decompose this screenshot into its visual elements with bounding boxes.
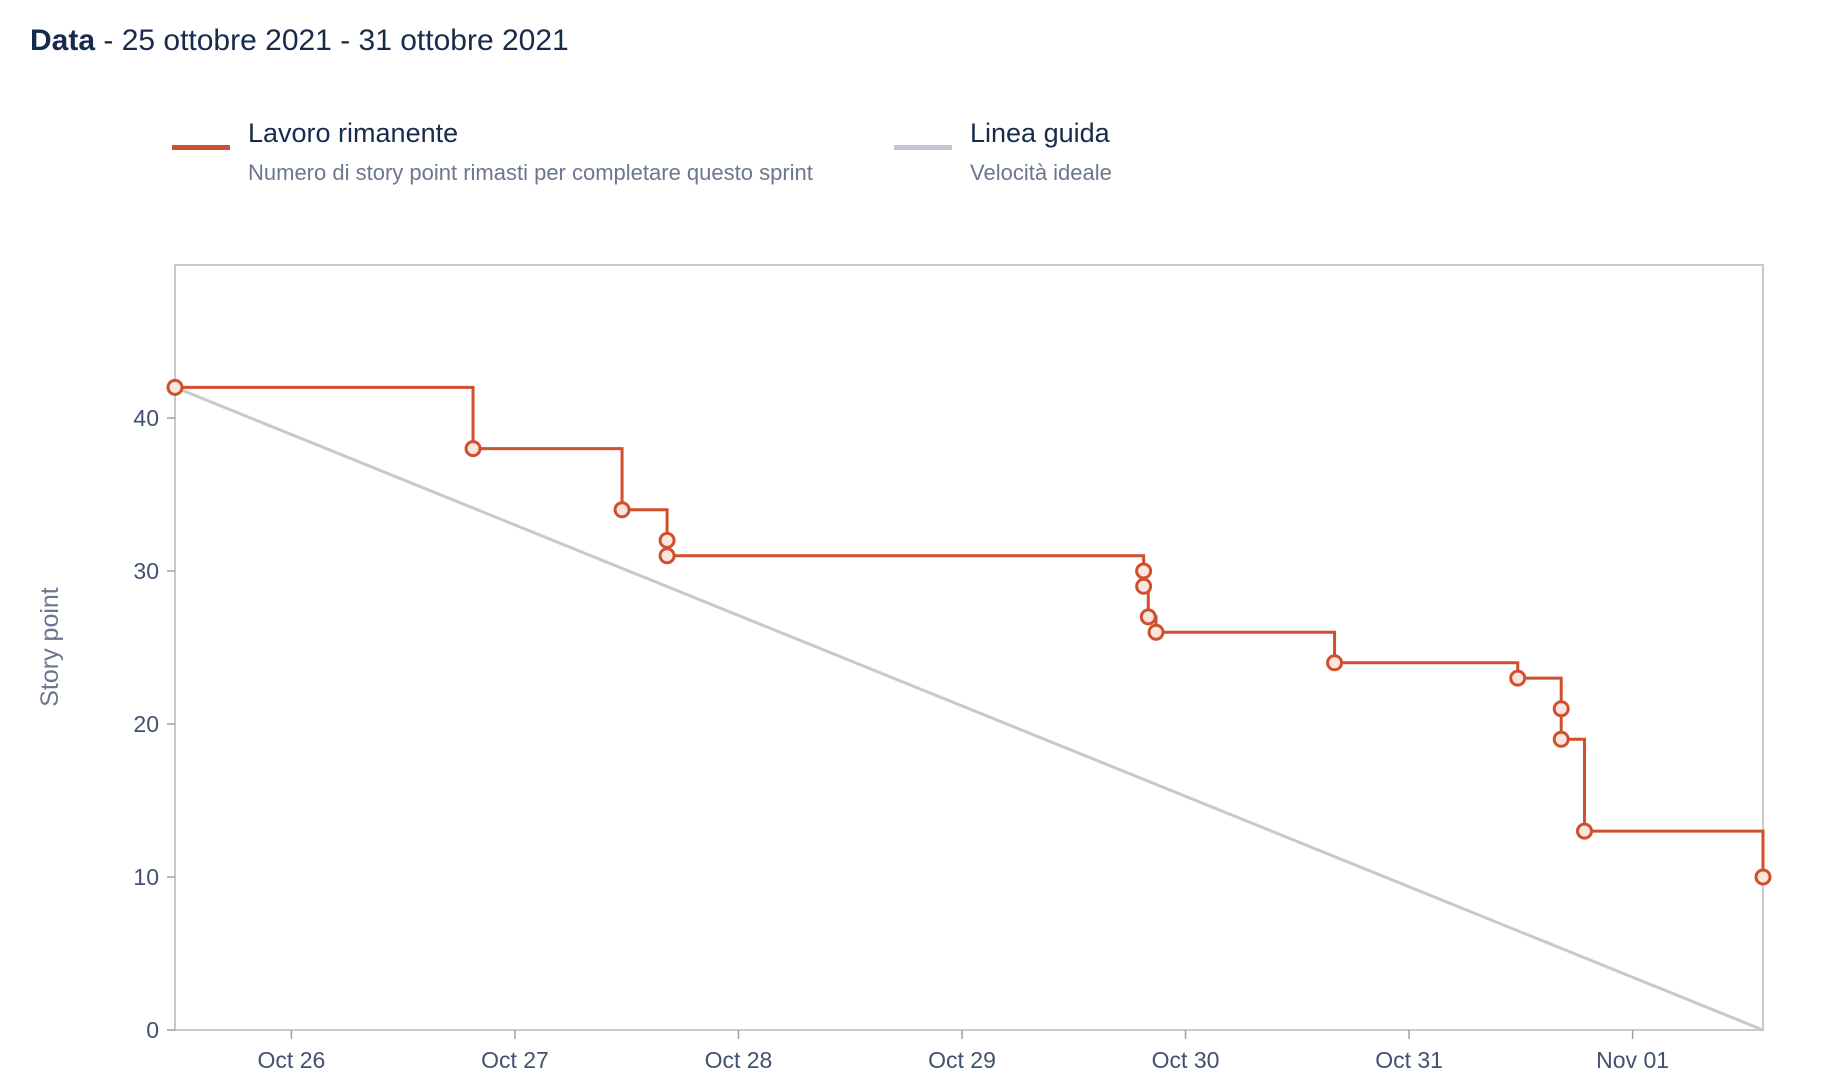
plot-area-frame — [174, 264, 1764, 1031]
legend-title-guideline: Linea guida — [970, 118, 1110, 148]
remaining-work-point — [1552, 730, 1570, 748]
x-tick-label: Oct 31 — [1375, 1047, 1443, 1073]
y-tick-label: 40 — [133, 405, 159, 431]
x-tick-label: Oct 28 — [705, 1047, 773, 1073]
y-tick-label: 0 — [146, 1017, 159, 1043]
remaining-work-point — [1139, 608, 1157, 626]
x-tick-label: Oct 29 — [928, 1047, 996, 1073]
remaining-work-point — [1754, 868, 1772, 886]
legend-desc-guideline: Velocità ideale — [970, 160, 1112, 185]
remaining-work-point — [1135, 562, 1153, 580]
remaining-work-point — [166, 378, 184, 396]
y-tick-label: 20 — [133, 711, 159, 737]
remaining-work-point — [1147, 623, 1165, 641]
x-tick-label: Oct 27 — [481, 1047, 549, 1073]
series-layer — [166, 378, 1772, 1032]
y-axis: 0 10 20 30 40 — [133, 405, 175, 1043]
remaining-work-point — [464, 440, 482, 458]
x-axis: Oct 26 Oct 27 Oct 28 Oct 29 Oct 30 Oct 31 Nov … — [258, 1030, 1669, 1073]
remaining-work-point — [1552, 700, 1570, 718]
remaining-work-point — [1575, 822, 1593, 840]
date-label: Data — [30, 24, 96, 57]
y-tick-label: 10 — [133, 864, 159, 890]
remaining-work-point — [1135, 577, 1153, 595]
legend-title-remaining-work: Lavoro rimanente — [248, 118, 459, 148]
x-tick-label: Oct 26 — [258, 1047, 326, 1073]
date-range-header: Data - 25 ottobre 2021 - 31 ottobre 2021 — [30, 24, 569, 58]
legend-desc-remaining-work: Numero di story point rimasti per comple… — [248, 160, 813, 185]
x-tick-label: Nov 01 — [1596, 1047, 1669, 1073]
remaining-work-point — [1509, 669, 1527, 687]
y-tick-label: 30 — [133, 558, 159, 584]
remaining-work-point — [658, 547, 676, 565]
guideline-swatch — [894, 145, 952, 150]
remaining-work-point — [658, 531, 676, 549]
date-range: - 25 ottobre 2021 - 31 ottobre 2021 — [95, 24, 569, 57]
remaining-work-point — [613, 501, 631, 519]
x-tick-label: Oct 30 — [1152, 1047, 1220, 1073]
y-axis-title: Story point — [36, 587, 64, 707]
remaining-work-swatch — [172, 145, 230, 150]
remaining-work-point — [1326, 654, 1344, 672]
guideline-series-line — [174, 386, 1764, 1032]
remaining-work-series-line — [175, 385, 1765, 877]
